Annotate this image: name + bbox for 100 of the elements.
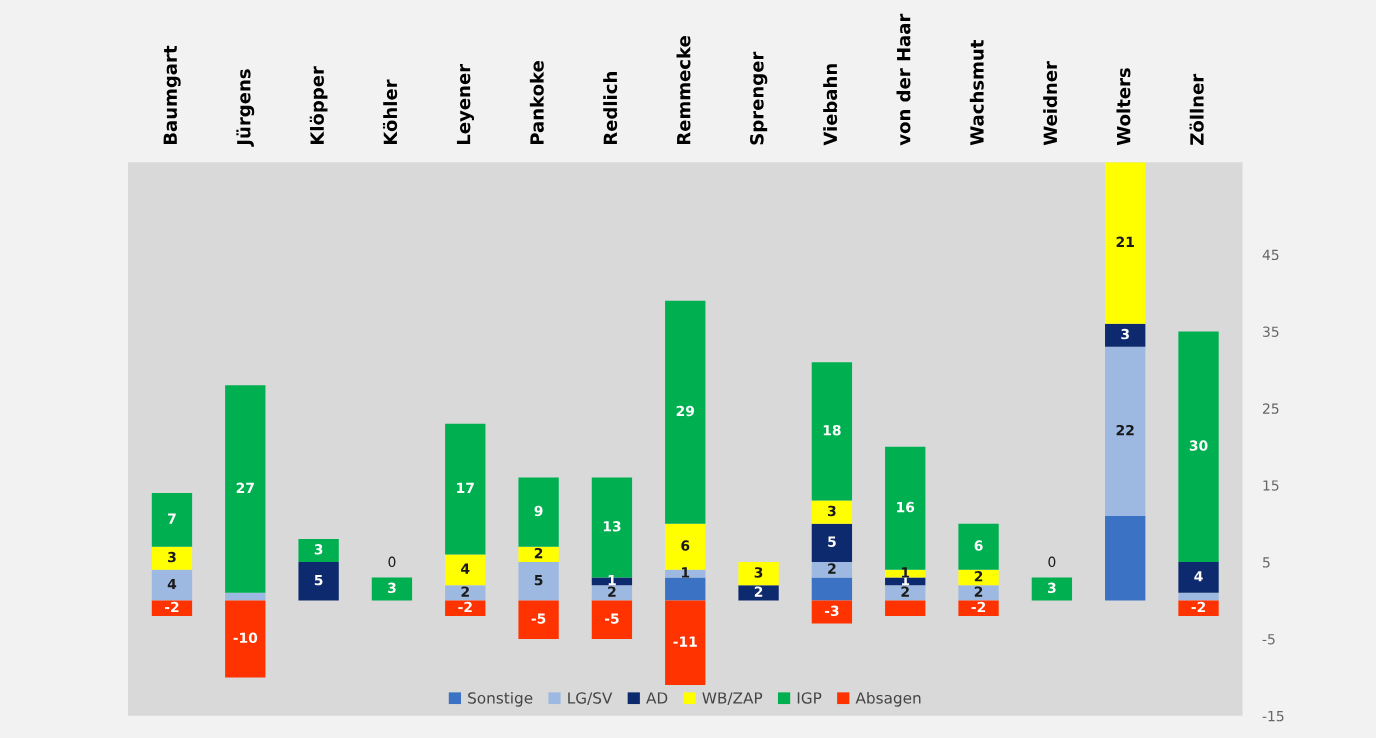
x-tick-label: Redlich <box>603 72 618 145</box>
bar <box>518 600 559 639</box>
bar <box>151 492 193 547</box>
data-label: 29 <box>676 405 695 417</box>
bar <box>1178 600 1219 616</box>
legend-label: Sonstige <box>468 691 533 707</box>
data-label: 17 <box>457 482 474 493</box>
bar <box>811 600 853 624</box>
legend-label: IGP <box>797 692 822 704</box>
x-tick-label: Weidner <box>1043 61 1058 146</box>
data-label: 0 <box>388 556 396 568</box>
data-label: 6 <box>974 540 983 551</box>
bar <box>665 600 706 686</box>
bar <box>518 562 559 601</box>
data-label: 16 <box>897 501 915 513</box>
bar <box>958 600 999 616</box>
bar <box>958 523 999 570</box>
x-tick-label: Wolters <box>1116 68 1131 146</box>
bar <box>1178 331 1219 563</box>
data-label: 2 <box>461 586 469 597</box>
data-label: -2 <box>971 601 986 613</box>
data-label: -2 <box>1191 601 1206 613</box>
bar <box>371 577 413 601</box>
data-label: -5 <box>604 613 619 624</box>
bar <box>665 300 706 524</box>
data-label: 13 <box>603 521 621 532</box>
bar <box>445 554 486 586</box>
data-label: 3 <box>168 551 176 563</box>
bar <box>445 585 486 601</box>
bar <box>1105 346 1146 516</box>
y-tick-label: 35 <box>1263 326 1279 337</box>
data-label: 2 <box>754 586 763 597</box>
data-label: 9 <box>534 505 543 517</box>
data-label: 27 <box>236 482 254 493</box>
bar <box>665 577 706 601</box>
bar <box>445 423 486 555</box>
data-label: 1 <box>608 575 616 586</box>
data-label: -11 <box>673 636 697 647</box>
bar <box>811 523 853 563</box>
data-label: 6 <box>681 540 690 551</box>
x-tick-label: Viebahn <box>823 64 838 146</box>
bar <box>885 585 926 601</box>
data-label: 2 <box>534 547 543 559</box>
bar <box>298 562 339 601</box>
bar <box>885 600 926 616</box>
data-label: 5 <box>534 575 543 586</box>
y-tick-label: 5 <box>1263 557 1270 568</box>
data-label: 3 <box>754 567 763 578</box>
x-tick-label: Zöllner <box>1189 73 1204 145</box>
bar <box>958 569 999 586</box>
x-tick-label: Jürgens <box>236 69 255 147</box>
y-tick-label: -5 <box>1262 634 1275 645</box>
data-label: 30 <box>1189 440 1208 451</box>
bar <box>738 562 779 586</box>
data-label: -3 <box>824 605 839 617</box>
y-tick-label: 45 <box>1262 249 1279 261</box>
y-tick-label: -15 <box>1262 711 1284 722</box>
data-label: 1 <box>681 567 690 578</box>
bar <box>591 577 633 586</box>
bar <box>151 546 193 570</box>
legend-label: LG/SV <box>568 692 613 705</box>
bar <box>1178 592 1219 601</box>
bar <box>591 585 633 601</box>
legend-label: AD <box>646 692 668 704</box>
data-label: 7 <box>168 513 176 524</box>
bar <box>225 600 266 678</box>
x-tick-label: Wachsmut <box>969 40 984 146</box>
x-tick-label: Pankoke <box>529 61 544 145</box>
data-label: 0 <box>1048 556 1056 568</box>
y-tick-label: 25 <box>1262 403 1279 414</box>
legend-label: Absagen <box>855 691 921 707</box>
data-label: 4 <box>167 578 177 590</box>
x-tick-label: Sprenger <box>750 51 768 145</box>
data-label: 2 <box>828 563 836 574</box>
data-label: 3 <box>1121 328 1129 340</box>
data-label: -10 <box>233 632 258 644</box>
bar <box>1105 162 1146 324</box>
bar <box>518 477 559 547</box>
x-tick-label: Remmecke <box>676 36 691 145</box>
x-tick-label: Köhler <box>382 79 398 145</box>
bar <box>518 546 559 563</box>
bar <box>225 592 266 601</box>
data-label: 2 <box>974 586 983 597</box>
data-label: 21 <box>1116 236 1134 247</box>
data-label: 3 <box>388 582 396 594</box>
bar <box>811 562 853 578</box>
data-label: 2 <box>608 586 616 597</box>
bar <box>298 539 339 563</box>
bar <box>1105 515 1146 601</box>
y-tick-label: 15 <box>1263 480 1279 491</box>
data-label: 5 <box>828 536 836 547</box>
data-label: 4 <box>461 563 470 574</box>
data-label: -2 <box>458 601 472 613</box>
x-tick-label: Leyener <box>456 63 475 145</box>
data-label: -5 <box>531 613 546 624</box>
bar <box>811 362 853 501</box>
bar <box>151 569 193 601</box>
x-tick-label: von der Haar <box>896 13 911 146</box>
bar <box>811 577 853 601</box>
data-label: 3 <box>1047 582 1056 594</box>
